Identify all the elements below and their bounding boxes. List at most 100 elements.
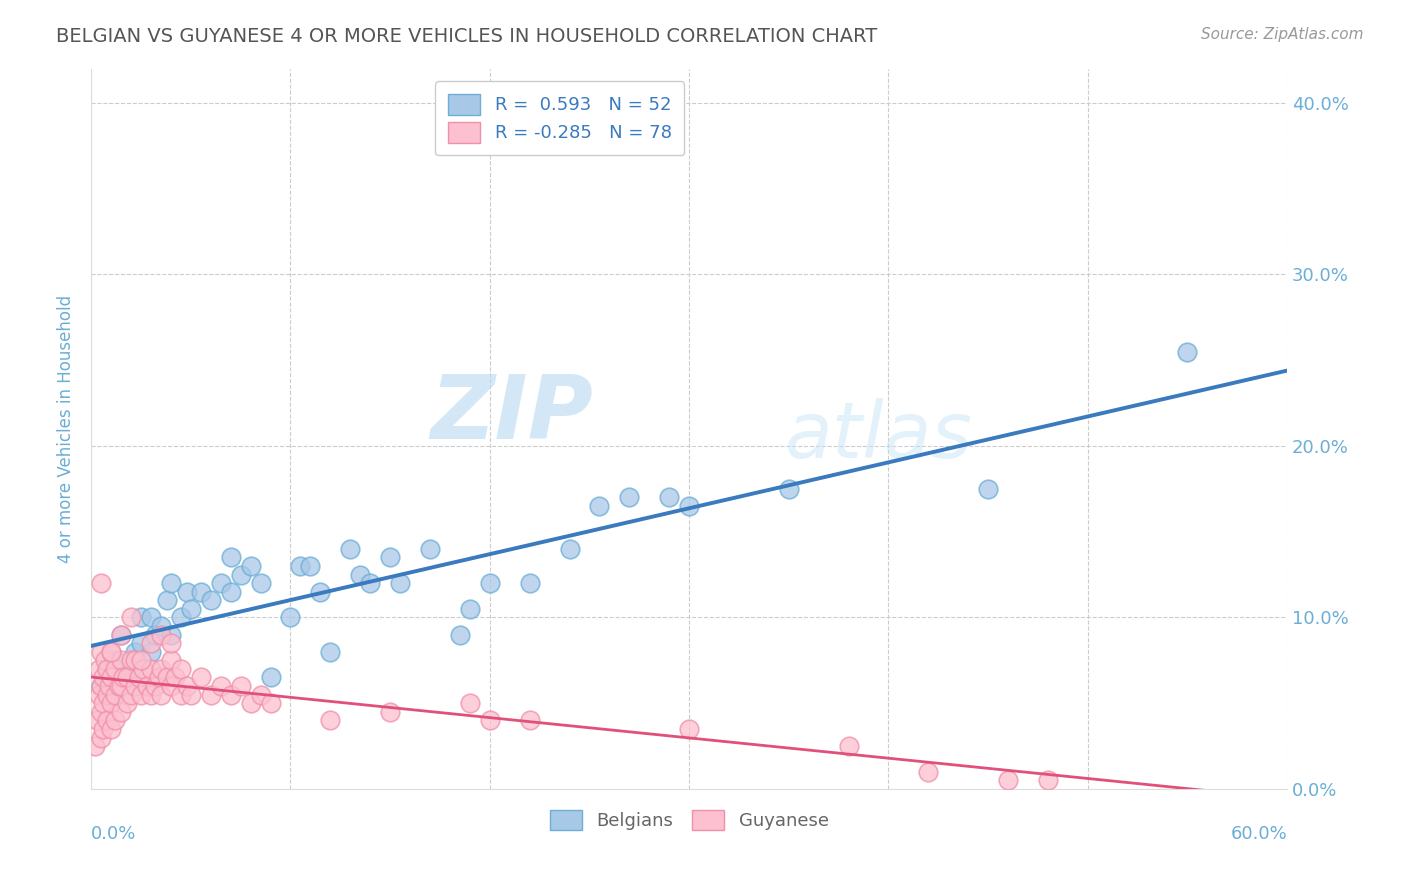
Point bbox=[110, 653, 132, 667]
Point bbox=[129, 653, 152, 667]
Point bbox=[239, 559, 262, 574]
Point bbox=[86, 714, 108, 728]
Point bbox=[160, 653, 183, 667]
Point bbox=[478, 576, 501, 591]
Point bbox=[449, 627, 471, 641]
Text: atlas: atlas bbox=[785, 398, 973, 474]
Point bbox=[124, 645, 146, 659]
Point bbox=[98, 679, 121, 693]
Point bbox=[156, 593, 179, 607]
Point bbox=[149, 662, 172, 676]
Point bbox=[128, 671, 150, 685]
Point bbox=[249, 688, 271, 702]
Point bbox=[658, 491, 681, 505]
Point bbox=[1036, 773, 1059, 788]
Point bbox=[96, 714, 118, 728]
Point bbox=[124, 653, 146, 667]
Point bbox=[378, 705, 401, 719]
Point bbox=[209, 679, 232, 693]
Point bbox=[558, 541, 581, 556]
Point bbox=[309, 584, 332, 599]
Point bbox=[259, 671, 281, 685]
Point bbox=[229, 679, 252, 693]
Point bbox=[838, 739, 860, 753]
Point bbox=[96, 662, 118, 676]
Point bbox=[110, 679, 132, 693]
Point bbox=[259, 696, 281, 710]
Point bbox=[163, 671, 186, 685]
Point bbox=[100, 688, 122, 702]
Point bbox=[1177, 344, 1199, 359]
Point bbox=[176, 584, 198, 599]
Point bbox=[100, 696, 122, 710]
Point bbox=[678, 499, 700, 513]
Point bbox=[100, 645, 122, 659]
Text: Source: ZipAtlas.com: Source: ZipAtlas.com bbox=[1201, 27, 1364, 42]
Point bbox=[110, 627, 132, 641]
Point bbox=[110, 705, 132, 719]
Point bbox=[90, 679, 112, 693]
Point bbox=[280, 610, 302, 624]
Point bbox=[209, 576, 232, 591]
Point bbox=[120, 688, 142, 702]
Point bbox=[91, 671, 114, 685]
Point bbox=[129, 688, 152, 702]
Point bbox=[219, 550, 242, 565]
Point bbox=[100, 671, 122, 685]
Point bbox=[110, 671, 132, 685]
Point bbox=[90, 731, 112, 745]
Point bbox=[219, 688, 242, 702]
Point bbox=[180, 602, 202, 616]
Text: BELGIAN VS GUYANESE 4 OR MORE VEHICLES IN HOUSEHOLD CORRELATION CHART: BELGIAN VS GUYANESE 4 OR MORE VEHICLES I… bbox=[56, 27, 877, 45]
Point bbox=[115, 671, 138, 685]
Point bbox=[96, 688, 118, 702]
Text: 0.0%: 0.0% bbox=[91, 825, 136, 843]
Point bbox=[977, 482, 1000, 496]
Point bbox=[419, 541, 441, 556]
Point bbox=[588, 499, 610, 513]
Point bbox=[129, 610, 152, 624]
Point bbox=[90, 705, 112, 719]
Point bbox=[519, 714, 541, 728]
Point bbox=[91, 722, 114, 736]
Legend: Belgians, Guyanese: Belgians, Guyanese bbox=[543, 802, 835, 838]
Point bbox=[104, 688, 127, 702]
Point bbox=[378, 550, 401, 565]
Point bbox=[143, 679, 166, 693]
Point bbox=[180, 688, 202, 702]
Point bbox=[148, 671, 170, 685]
Point bbox=[319, 714, 342, 728]
Point bbox=[319, 645, 342, 659]
Point bbox=[132, 662, 155, 676]
Point bbox=[91, 696, 114, 710]
Point bbox=[359, 576, 381, 591]
Point bbox=[110, 627, 132, 641]
Point bbox=[104, 653, 127, 667]
Point bbox=[104, 662, 127, 676]
Point bbox=[458, 602, 481, 616]
Point bbox=[249, 576, 271, 591]
Point bbox=[478, 714, 501, 728]
Point bbox=[389, 576, 412, 591]
Point bbox=[104, 714, 127, 728]
Point bbox=[190, 671, 212, 685]
Point bbox=[619, 491, 641, 505]
Point bbox=[160, 679, 183, 693]
Point bbox=[156, 671, 179, 685]
Point bbox=[139, 662, 162, 676]
Point bbox=[229, 567, 252, 582]
Point bbox=[160, 576, 183, 591]
Point bbox=[139, 688, 162, 702]
Point bbox=[136, 679, 159, 693]
Point bbox=[678, 722, 700, 736]
Point bbox=[120, 610, 142, 624]
Point bbox=[84, 739, 107, 753]
Point bbox=[143, 627, 166, 641]
Point bbox=[176, 679, 198, 693]
Point bbox=[94, 653, 117, 667]
Point bbox=[89, 688, 111, 702]
Point bbox=[219, 584, 242, 599]
Point bbox=[339, 541, 361, 556]
Point bbox=[239, 696, 262, 710]
Point bbox=[100, 722, 122, 736]
